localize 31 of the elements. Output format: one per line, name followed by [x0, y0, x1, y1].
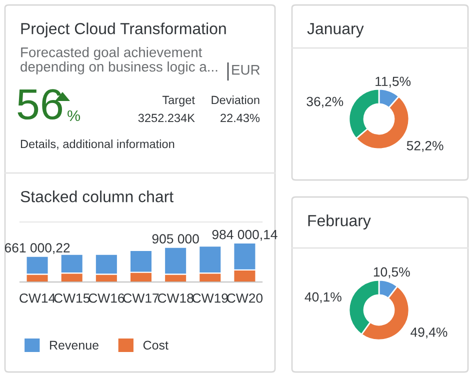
data-label: 36,2% [306, 96, 344, 108]
x-tick-label: CW18 [158, 293, 194, 303]
x-tick-label: CW14 [20, 293, 56, 303]
x-tick-label: CW15 [54, 293, 90, 303]
text: % [68, 110, 80, 122]
text: EUR [232, 65, 260, 75]
data-label: 49,4% [410, 328, 448, 338]
text: Details, additional information [20, 139, 174, 150]
legend-label: Cost [143, 340, 168, 350]
annotation: 661 000,22 [4, 243, 70, 254]
data-label: 40,1% [304, 292, 342, 304]
x-tick-label: CW19 [192, 293, 228, 303]
annotation: 984 000,14 [212, 230, 278, 241]
data-label: 52,2% [406, 141, 444, 152]
annotation: 905 000 [152, 234, 199, 244]
chart-title: Stacked column chart [20, 190, 174, 202]
data-label: 10,5% [374, 267, 410, 278]
text: Deviation [212, 95, 260, 104]
legend-label: Revenue [50, 340, 98, 350]
data-label: 11,5% [376, 76, 411, 88]
text: 22.43% [220, 114, 260, 122]
text: 56 [18, 89, 62, 120]
text: Forecasted goal achievement depending on business logic a... [20, 47, 218, 74]
text: 3252.234K [138, 114, 195, 122]
chart-title: February [308, 214, 371, 230]
text: Target [162, 96, 195, 106]
text: Project Cloud Transformation [21, 22, 226, 38]
x-tick-label: CW17 [123, 293, 159, 303]
x-tick-label: CW16 [88, 293, 124, 303]
chart-title: January [307, 23, 364, 38]
x-tick-label: CW20 [227, 293, 263, 303]
